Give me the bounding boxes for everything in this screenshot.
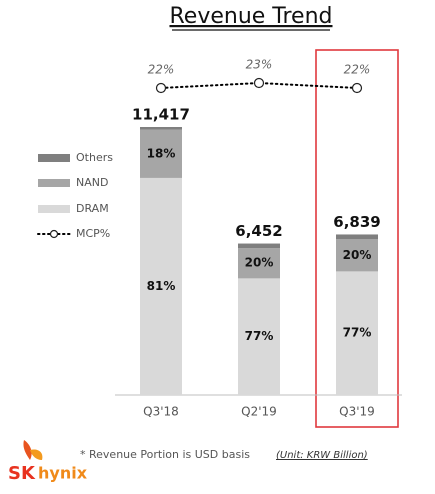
legend-swatch (38, 205, 70, 213)
legend-label: MCP% (76, 227, 110, 240)
mcp-label: 22% (344, 63, 371, 77)
bar-segment (238, 248, 280, 279)
logo-name: hynix (38, 464, 88, 483)
mcp-point (351, 82, 363, 94)
segment-label: 18% (147, 146, 176, 160)
segment-label: 20% (343, 248, 372, 262)
bar-segment (140, 129, 182, 178)
segment-label: 77% (343, 326, 372, 340)
logo: SK hynix (8, 440, 88, 484)
bar-segment (336, 234, 378, 240)
legend-label: DRAM (76, 202, 109, 215)
bar-segment (238, 243, 280, 249)
legend-swatch (38, 154, 70, 162)
footnote: * Revenue Portion is USD basis (80, 448, 250, 461)
mcp-point (155, 82, 167, 94)
segment-label: 20% (245, 256, 274, 270)
bar-segment (238, 278, 280, 395)
legend-marker (49, 229, 59, 239)
logo-icon (23, 440, 32, 460)
x-tick-label: Q3'18 (143, 405, 179, 419)
mcp-label: 23% (246, 58, 273, 72)
legend-label: Others (76, 151, 113, 164)
mcp-point (253, 77, 265, 89)
total-label: 6,839 (333, 213, 380, 231)
logo-brand: SK (8, 463, 36, 484)
legend-swatch (38, 179, 70, 187)
chart-title: Revenue Trend (169, 4, 332, 29)
total-label: 11,417 (132, 106, 190, 124)
highlight-box (315, 49, 399, 428)
mcp-label: 22% (148, 63, 175, 77)
x-tick-label: Q3'19 (339, 405, 375, 419)
logo-icon (30, 449, 43, 460)
x-tick-label: Q2'19 (241, 405, 277, 419)
bar-segment (140, 127, 182, 130)
bar-segment (336, 239, 378, 272)
total-label: 6,452 (235, 222, 282, 240)
segment-label: 81% (147, 279, 176, 293)
legend-label: NAND (76, 176, 108, 189)
segment-label: 77% (245, 329, 274, 343)
bar-segment (140, 177, 182, 395)
bar-segment (336, 271, 378, 395)
unit-note: (Unit: KRW Billion) (276, 450, 368, 461)
